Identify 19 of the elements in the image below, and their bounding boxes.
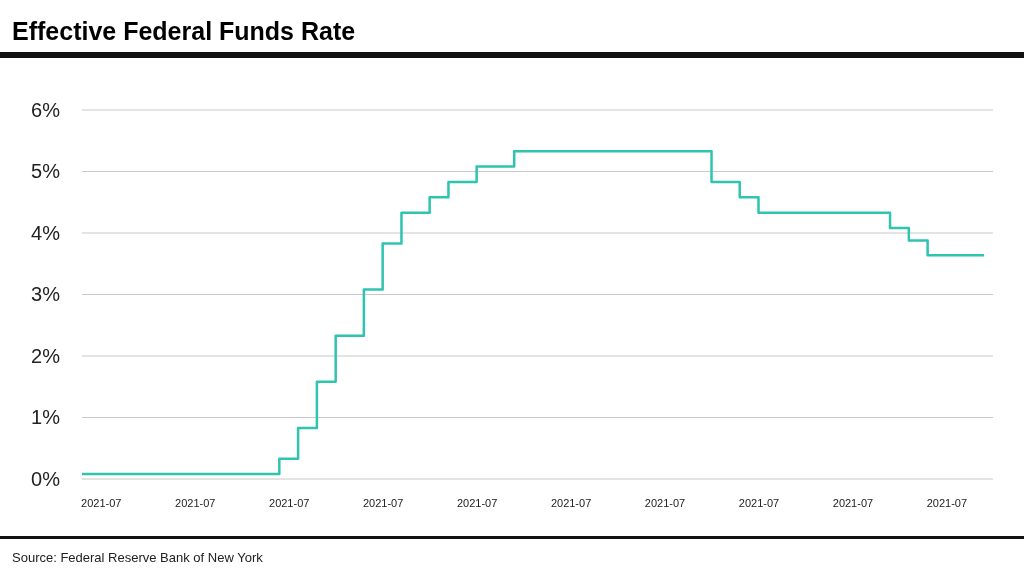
y-tick-label: 1% <box>31 406 61 429</box>
x-tick-label: 2021-07 <box>456 496 498 509</box>
chart-title: Effective Federal Funds Rate <box>12 17 356 45</box>
x-tick-label: 2021-07 <box>926 496 968 509</box>
x-tick-label: 2021-07 <box>832 496 874 509</box>
x-tick-label: 2021-07 <box>362 496 404 509</box>
y-tick-label: 2% <box>31 344 61 367</box>
y-tick-label: 6% <box>31 98 61 121</box>
x-tick-label: 2021-07 <box>644 496 686 509</box>
y-tick-label: 3% <box>31 283 61 306</box>
x-tick-label: 2021-07 <box>269 496 310 509</box>
source-note: Source: Federal Reserve Bank of New York <box>12 550 264 565</box>
y-tick-label: 4% <box>31 221 61 244</box>
y-tick-label: 5% <box>31 160 61 183</box>
y-tick-label: 0% <box>31 467 61 490</box>
x-tick-label: 2021-07 <box>175 496 216 509</box>
x-tick-label: 2021-07 <box>738 496 780 509</box>
x-tick-label: 2021-07 <box>81 496 122 509</box>
x-tick-label: 2021-07 <box>550 496 592 509</box>
